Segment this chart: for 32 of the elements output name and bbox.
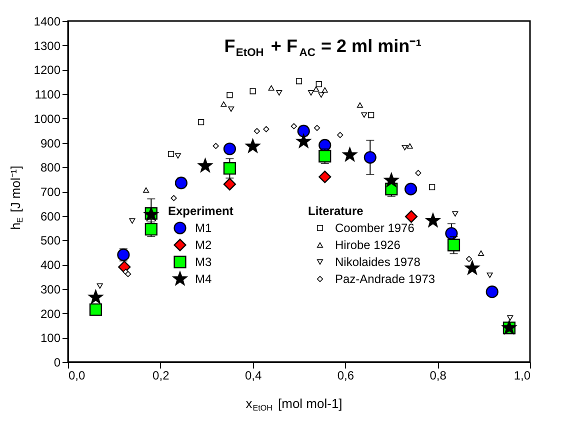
x-tick-label: 0,8 (430, 368, 447, 382)
y-tick-label: 300 (40, 282, 61, 296)
y-tick-label: 400 (40, 258, 61, 272)
y-tick-label: 600 (40, 209, 61, 224)
y-tick-label: 1100 (34, 88, 61, 102)
legend-label: Paz-Andrade 1973 (335, 272, 436, 286)
legend-label: M1 (195, 221, 212, 235)
legend-label: M2 (195, 238, 212, 252)
y-tick-label: 800 (40, 160, 61, 175)
y-tick-label: 1300 (34, 38, 61, 53)
y-tick-label: 200 (40, 306, 61, 321)
legend-label: M3 (195, 255, 212, 269)
legend-title: Experiment (168, 204, 234, 218)
annotation: Literature (308, 204, 364, 218)
legend-label: M4 (195, 272, 212, 286)
legend-label: Nikolaides 1978 (335, 255, 421, 269)
x-tick-label: 0,0 (68, 368, 86, 382)
y-axis-title: hE [J mol⁻¹] (8, 166, 24, 230)
y-tick-label: 900 (40, 136, 61, 150)
y-tick-label: 100 (40, 331, 61, 346)
x-tick-label: 0,6 (337, 368, 354, 382)
y-tick-label: 1000 (34, 112, 61, 126)
y-tick-label: 1200 (34, 63, 61, 78)
x-tick-label: 0,2 (152, 368, 170, 382)
legend-label: Hirobe 1926 (335, 238, 401, 252)
legend-label: Coomber 1976 (335, 221, 415, 235)
y-tick-label: 1400 (34, 14, 61, 28)
x-tick-label: 0,4 (244, 368, 262, 382)
y-tick-label: 0 (54, 356, 61, 370)
y-tick-label: 500 (40, 234, 61, 248)
y-tick-label: 700 (40, 185, 61, 199)
x-tick-label: 1,0 (514, 368, 531, 382)
